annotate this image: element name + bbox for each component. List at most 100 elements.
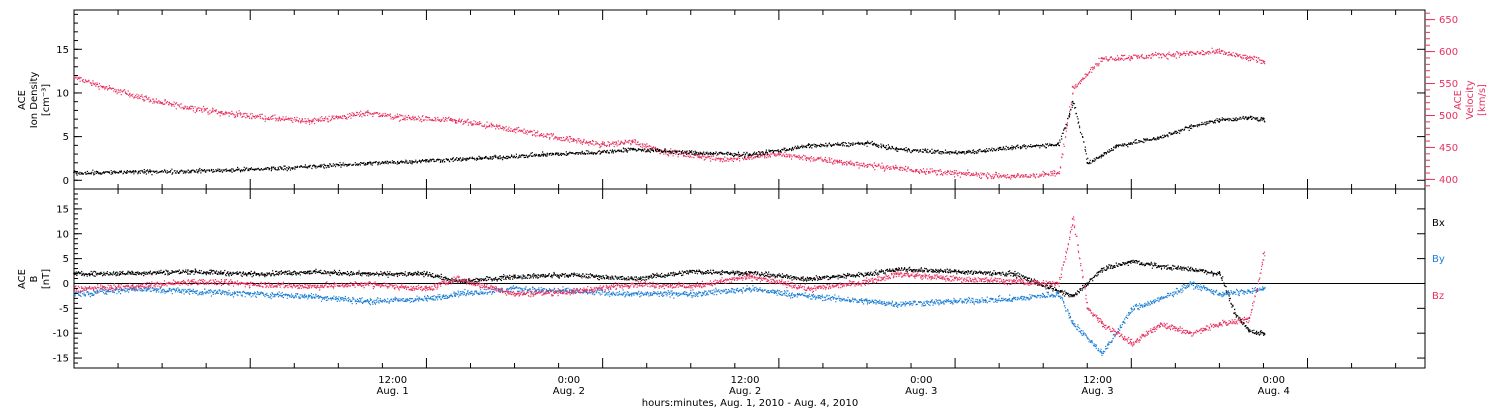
by-point-15 <box>895 302 898 305</box>
density-tick-label-2: 10 <box>56 88 69 99</box>
plasma-panel-frame <box>73 9 1426 190</box>
density-tick-label-0: 0 <box>63 176 69 187</box>
velocity-point-0 <box>73 76 75 78</box>
by-point-20 <box>1101 352 1103 354</box>
bz-point-18 <box>1057 282 1059 285</box>
density-point-6 <box>425 159 428 162</box>
bx-point-11 <box>689 270 692 272</box>
velocity-tick-label-4: 600 <box>1439 47 1458 58</box>
velocity-axis-label-line2: Velocity <box>1465 80 1476 119</box>
field-tick-label-3: 0 <box>63 279 69 290</box>
date-tick-label-3: Aug. 3 <box>905 386 937 397</box>
velocity-point-18 <box>895 167 898 169</box>
density-point-23 <box>1189 125 1191 127</box>
density-tick-label-3: 15 <box>56 45 69 56</box>
density-point-10 <box>631 147 633 150</box>
bz-point-21 <box>1101 322 1103 325</box>
velocity-point-6 <box>337 115 340 118</box>
bz-point-25 <box>1218 322 1221 325</box>
bz-point-7 <box>454 277 457 280</box>
bz-point-15 <box>895 272 898 275</box>
by-point-12 <box>748 287 751 290</box>
bx-point-21 <box>1130 260 1133 262</box>
velocity-point-16 <box>778 152 780 155</box>
date-tick-label-4: Aug. 3 <box>1081 386 1113 397</box>
bz-point-11 <box>689 285 692 287</box>
bx-point-27 <box>1262 332 1265 335</box>
density-axis-label-line2: Ion Density <box>29 72 40 129</box>
bx-point-12 <box>748 271 751 274</box>
by-point-23 <box>1189 282 1191 285</box>
bx-point-24 <box>1218 272 1221 275</box>
by-point-3 <box>249 292 252 295</box>
density-point-11 <box>689 151 692 154</box>
velocity-point-22 <box>1071 85 1074 88</box>
bz-point-6 <box>425 287 428 290</box>
density-tick-label-1: 5 <box>63 132 69 143</box>
velocity-point-25 <box>1159 53 1162 56</box>
legend-bx: Bx <box>1432 218 1445 229</box>
date-tick-label-2: Aug. 2 <box>729 386 761 397</box>
by-point-4 <box>308 295 310 297</box>
time-tick-label-2: 12:00 <box>731 375 760 386</box>
bx-point-18 <box>1057 290 1059 292</box>
bx-point-1 <box>131 271 134 274</box>
legend-bz: Bz <box>1432 291 1444 302</box>
velocity-point-4 <box>278 117 281 120</box>
bx-point-9 <box>572 273 575 276</box>
density-point-5 <box>366 161 369 164</box>
density-point-18 <box>1057 142 1059 145</box>
density-point-2 <box>190 169 193 172</box>
by-point-5 <box>366 300 369 302</box>
by-point-11 <box>689 292 692 295</box>
density-point-13 <box>807 144 810 147</box>
field-axis-ticks: -15 -10 -5 0 5 10 15 <box>53 188 1425 369</box>
bx-point-3 <box>249 272 252 275</box>
density-point-17 <box>1012 146 1015 149</box>
density-axis-ticks: 0 5 10 15 <box>56 13 1425 190</box>
field-axis-label-line1: ACE <box>17 269 28 289</box>
velocity-point-13 <box>631 140 633 143</box>
by-point-26 <box>1262 287 1265 290</box>
field-data-layer <box>73 216 1266 356</box>
by-point-14 <box>866 300 868 302</box>
field-tick-label-5: 10 <box>56 229 69 240</box>
date-tick-label-0: Aug. 1 <box>377 386 409 397</box>
time-axis-label: hours:minutes, Aug. 1, 2010 - Aug. 4, 20… <box>642 398 858 409</box>
by-point-18 <box>1057 292 1059 295</box>
bx-point-4 <box>308 270 310 273</box>
bz-point-5 <box>366 282 369 285</box>
velocity-point-24 <box>1130 55 1133 58</box>
bx-point-19 <box>1071 295 1074 297</box>
by-point-21 <box>1130 307 1133 310</box>
field-axis-label-line3: [nT] <box>41 269 52 289</box>
velocity-point-26 <box>1189 51 1191 54</box>
velocity-points <box>75 47 1266 180</box>
velocity-point-20 <box>1012 175 1015 178</box>
density-point-3 <box>249 168 252 170</box>
density-point-15 <box>895 147 898 150</box>
velocity-tick-label-1: 450 <box>1439 143 1458 154</box>
series-bx <box>73 259 1266 336</box>
by-point-13 <box>807 295 810 297</box>
bx-point-22 <box>1159 265 1162 267</box>
bx-point-10 <box>631 277 633 280</box>
velocity-point-10 <box>513 128 516 131</box>
field-tick-label-1: -10 <box>53 329 69 340</box>
time-tick-label-5: 0:00 <box>1263 375 1285 386</box>
date-tick-label-5: Aug. 4 <box>1258 386 1290 397</box>
bz-point-16 <box>954 277 956 280</box>
density-point-7 <box>484 156 487 159</box>
time-tick-label-3: 0:00 <box>910 375 932 386</box>
density-point-25 <box>1247 116 1250 119</box>
velocity-point-9 <box>454 119 457 122</box>
bz-point-23 <box>1159 322 1162 325</box>
bz-point-17 <box>1012 280 1015 282</box>
bz-point-22 <box>1130 342 1133 344</box>
legend-by: By <box>1432 254 1445 265</box>
bz-point-2 <box>190 280 193 282</box>
series-by <box>73 281 1266 356</box>
bz-point-20 <box>1086 307 1089 310</box>
